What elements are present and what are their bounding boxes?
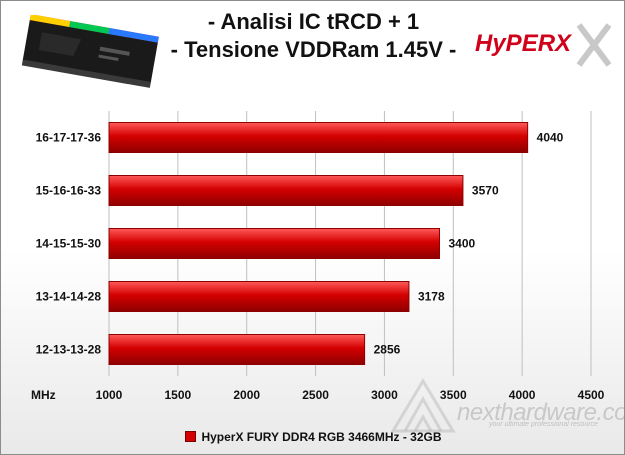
category-label: 15-16-16-33 <box>36 184 102 198</box>
category-label: 12-13-13-28 <box>36 343 102 357</box>
watermark-tagline: your ultimate professional resource <box>489 421 598 428</box>
x-tick-label: 1500 <box>165 388 192 402</box>
value-label: 3400 <box>449 237 476 251</box>
value-label: 2856 <box>374 343 401 357</box>
legend: HyperX FURY DDR4 RGB 3466MHz - 32GB <box>1 430 624 444</box>
bar <box>108 122 529 153</box>
x-axis-label: MHz <box>31 388 56 402</box>
watermark-text: nexthardware.com <box>457 399 624 426</box>
bar <box>108 281 410 312</box>
x-tick-label: 3000 <box>371 388 398 402</box>
hyperx-logo-text: HyPERX <box>475 30 573 57</box>
bar <box>108 228 441 259</box>
bar <box>108 334 366 365</box>
legend-label: HyperX FURY DDR4 RGB 3466MHz - 32GB <box>201 430 442 444</box>
value-label: 4040 <box>537 131 564 145</box>
hyperx-logo: HyPERX <box>475 23 611 67</box>
watermark-graphic <box>390 378 456 433</box>
legend-swatch <box>185 431 197 442</box>
chart-subtitle: - Tensione VDDRam 1.45V - <box>170 37 457 62</box>
category-label: 16-17-17-36 <box>36 131 102 145</box>
x-tick-label: 4500 <box>578 388 605 402</box>
x-tick-label: 2500 <box>302 388 329 402</box>
ram-module-image <box>21 15 159 88</box>
category-label: 13-14-14-28 <box>36 290 102 304</box>
x-tick-label: 1000 <box>96 388 123 402</box>
x-tick-label: 2000 <box>233 388 260 402</box>
category-label: 14-15-15-30 <box>36 237 102 251</box>
x-tick-label: 4000 <box>509 388 536 402</box>
chart-title: - Analisi IC tRCD + 1 <box>207 9 420 34</box>
value-label: 3178 <box>418 290 445 304</box>
value-label: 3570 <box>472 184 499 198</box>
bar <box>108 175 464 206</box>
x-tick-label: 3500 <box>440 388 467 402</box>
